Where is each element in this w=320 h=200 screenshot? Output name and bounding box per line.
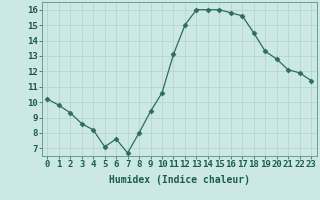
X-axis label: Humidex (Indice chaleur): Humidex (Indice chaleur) xyxy=(109,175,250,185)
